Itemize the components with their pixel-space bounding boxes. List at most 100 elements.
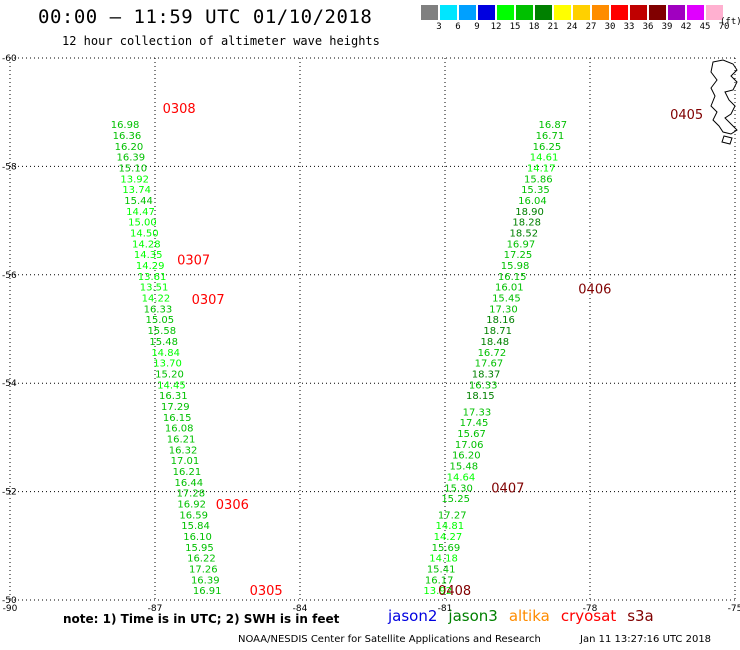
legend-label: 27 (585, 22, 597, 32)
wave-height-point: 16.04 (518, 196, 547, 207)
y-tick-label: -50 (2, 596, 17, 606)
wave-height-point: 18.16 (486, 315, 515, 326)
legend-label: 9 (474, 22, 480, 32)
pass-time-label: 0406 (578, 282, 611, 297)
wave-height-point: 15.45 (492, 294, 521, 305)
legend-swatch (516, 5, 533, 20)
wave-height-point: 15.35 (521, 185, 550, 196)
wave-height-point: 15.48 (149, 337, 178, 348)
wave-height-point: 14.84 (151, 348, 180, 359)
legend-label: 36 (642, 22, 654, 32)
wave-height-point: 16.01 (495, 283, 524, 294)
wave-height-point: 15.84 (181, 521, 210, 532)
wave-height-point: 17.26 (189, 565, 218, 576)
wave-height-point: 18.90 (515, 207, 544, 218)
wave-height-point: 16.39 (117, 153, 146, 164)
wave-height-point: 13.92 (120, 174, 149, 185)
wave-height-point: 15.69 (432, 543, 461, 554)
wave-height-point: 16.44 (175, 478, 204, 489)
wave-height-point: 15.20 (155, 369, 184, 380)
axis-tick-labels: -90 -87 -84 -81 -78 -75 -50 -52 -54 -56 -58 -60 (2, 54, 740, 614)
legend-swatch (611, 5, 628, 20)
wave-height-point: 16.71 (536, 131, 565, 142)
wave-height-point: 17.06 (455, 440, 484, 451)
wave-height-point: 17.30 (489, 304, 518, 315)
legend-swatch (440, 5, 457, 20)
wave-height-point: 15.25 (441, 494, 470, 505)
wave-height-point: 14.27 (434, 532, 463, 543)
wave-height-point: 16.98 (111, 120, 140, 131)
x-tick-label: -81 (438, 604, 453, 614)
wave-height-point: 15.00 (128, 218, 157, 229)
satellite-name: cryosat (560, 607, 617, 625)
legend-swatch (497, 5, 514, 20)
wave-height-point: 14.17 (527, 163, 556, 174)
legend-label: 18 (528, 22, 540, 32)
wave-height-point: 15.86 (524, 174, 553, 185)
credit-line: NOAA/NESDIS Center for Satellite Applica… (238, 634, 541, 645)
legend-swatch (706, 5, 723, 20)
legend-label: 42 (680, 22, 692, 32)
legend-swatch (478, 5, 495, 20)
legend-label: 45 (699, 22, 711, 32)
satellite-tracks: 16.9116.3917.2616.2215.9516.1015.8416.59… (111, 120, 567, 597)
legend-swatch (459, 5, 476, 20)
wave-height-point: 15.10 (118, 163, 147, 174)
satellite-legend: jason2 jason3 altika cryosat s3a (388, 607, 665, 625)
wave-height-point: 16.20 (115, 142, 144, 153)
legend-swatch (649, 5, 666, 20)
grid-lines (9, 57, 736, 601)
wave-height-point: 16.21 (173, 467, 202, 478)
wave-height-point: 18.28 (512, 218, 541, 229)
x-tick-label: -78 (583, 604, 598, 614)
pass-time-label: 0306 (216, 498, 249, 513)
wave-height-point: 16.25 (533, 142, 562, 153)
wave-height-point: 13.61 (138, 272, 167, 283)
pass-time-label: 0408 (438, 584, 471, 599)
pass-time-label: 0407 (491, 481, 524, 496)
wave-height-point: 16.87 (538, 120, 567, 131)
wave-height-point: 15.05 (146, 315, 175, 326)
wave-height-point: 14.61 (530, 153, 559, 164)
wave-height-point: 17.27 (438, 510, 467, 521)
pass-time-label: 0308 (163, 102, 196, 117)
y-tick-label: -58 (2, 162, 17, 172)
legend-swatch (573, 5, 590, 20)
wave-height-point: 16.21 (167, 434, 196, 445)
wave-height-point: 14.47 (126, 207, 155, 218)
wave-height-point: 14.35 (134, 250, 163, 261)
coastline (710, 59, 738, 145)
wave-height-point: 14.81 (436, 521, 465, 532)
timestamp: Jan 11 13:27:16 UTC 2018 (580, 634, 712, 645)
legend-swatch (421, 5, 438, 20)
wave-height-point: 16.15 (498, 272, 527, 283)
wave-height-point: 16.17 (425, 575, 454, 586)
legend-label: 21 (547, 22, 559, 32)
wave-height-point: 14.50 (130, 229, 159, 240)
pass-time-labels: 0305 0306 0307 0307 0308 0408 0407 0406 0405 (163, 102, 704, 599)
wave-height-point: 18.37 (472, 369, 501, 380)
wave-height-point: 18.15 (466, 391, 495, 402)
wave-height-point: 16.15 (163, 413, 192, 424)
legend-swatch (592, 5, 609, 20)
wave-height-point: 17.67 (475, 359, 504, 370)
x-tick-label: -90 (3, 604, 18, 614)
wave-height-point: 14.22 (142, 294, 171, 305)
legend-unit: (ft) (720, 17, 740, 27)
wave-height-point: 16.91 (193, 586, 222, 597)
legend-swatch (687, 5, 704, 20)
wave-height-point: 15.58 (147, 326, 176, 337)
wave-height-point: 16.08 (165, 424, 194, 435)
wave-height-point: 13.51 (140, 283, 169, 294)
wave-height-point: 14.64 (447, 472, 476, 483)
page-title: 00:00 – 11:59 UTC 01/10/2018 (38, 6, 373, 28)
wave-height-point: 16.10 (183, 532, 212, 543)
legend-label: 30 (604, 22, 616, 32)
wave-height-point: 17.29 (161, 402, 190, 413)
wave-height-point: 16.92 (177, 500, 206, 511)
wave-height-point: 15.95 (185, 543, 214, 554)
wave-height-point: 16.20 (452, 451, 481, 462)
wave-height-point: 16.33 (469, 380, 498, 391)
wave-height-point: 16.72 (478, 348, 507, 359)
